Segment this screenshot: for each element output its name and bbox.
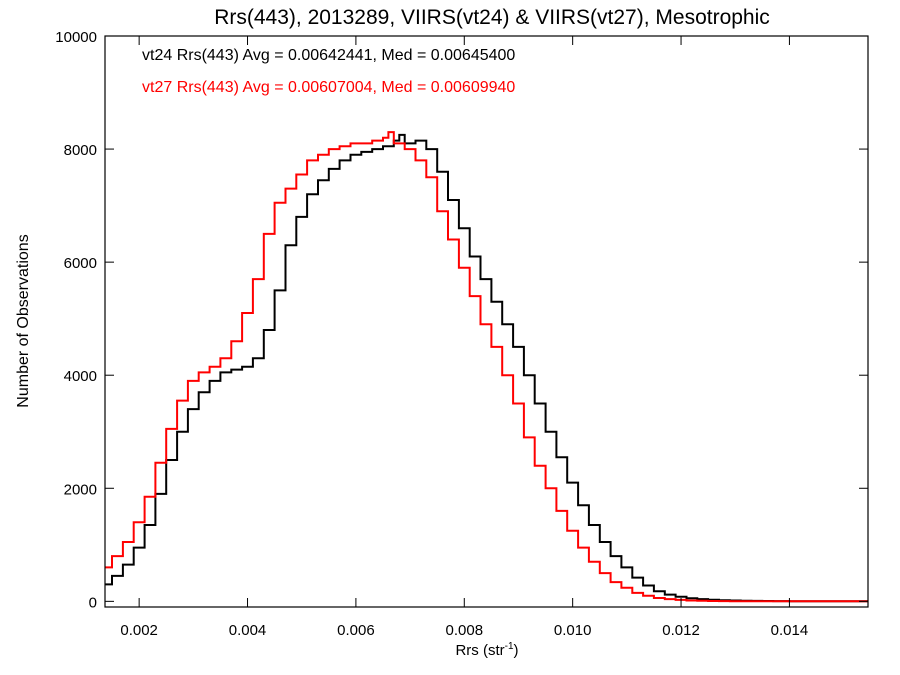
x-tick-label: 0.014: [771, 622, 809, 639]
x-tick-label: 0.006: [337, 622, 375, 639]
plot-frame: [104, 35, 869, 608]
x-tick-label: 0.010: [554, 622, 592, 639]
y-tick-label: 4000: [64, 368, 97, 385]
x-axis-label-superscript: -1: [505, 641, 514, 652]
y-tick-label: 0: [89, 594, 97, 611]
y-axis-label: Number of Observations: [15, 234, 32, 407]
x-axis-label-main: Rrs (str: [455, 642, 504, 659]
x-tick-label: 0.008: [446, 622, 484, 639]
chart-title: Rrs(443), 2013289, VIIRS(vt24) & VIIRS(v…: [214, 6, 770, 29]
x-tick-label: 0.002: [120, 622, 158, 639]
y-tick-label: 8000: [64, 142, 97, 159]
x-tick-label: 0.012: [662, 622, 700, 639]
y-tick-label: 10000: [55, 29, 97, 46]
x-axis-label: Rrs (str-1): [455, 641, 518, 659]
y-tick-label: 2000: [64, 481, 97, 498]
series-layer: [105, 131, 868, 603]
y-axis: 0 2000 4000 6000 8000 10000: [55, 29, 868, 611]
x-tick-label: 0.004: [229, 622, 267, 639]
vt27-histogram-line: [105, 131, 868, 603]
x-axis-label-close: ): [514, 642, 519, 659]
vt27-stats-annotation: vt27 Rrs(443) Avg = 0.00607004, Med = 0.…: [142, 79, 515, 96]
vt24-histogram-line: [105, 133, 868, 603]
x-axis: 0.002 0.004 0.006 0.008 0.010 0.012 0.014: [120, 36, 808, 639]
y-tick-label: 6000: [64, 255, 97, 272]
vt24-stats-annotation: vt24 Rrs(443) Avg = 0.00642441, Med = 0.…: [142, 47, 515, 64]
